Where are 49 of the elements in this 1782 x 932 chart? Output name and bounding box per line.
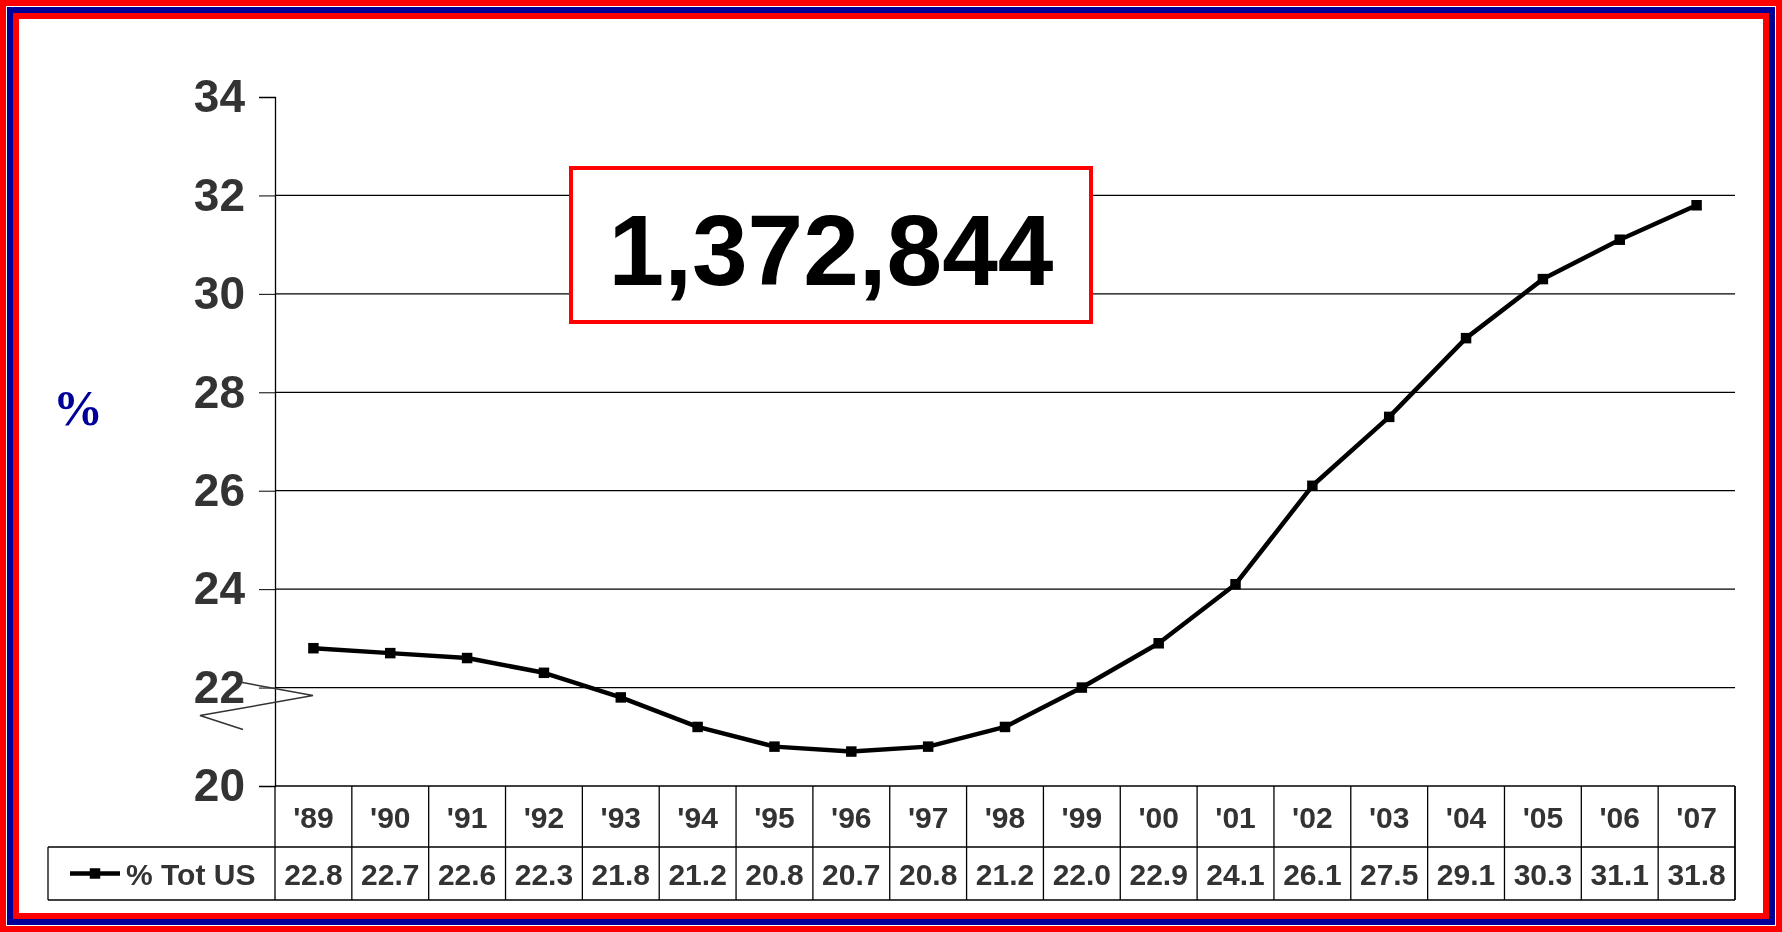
x-tick-label: '06 <box>1599 800 1640 834</box>
data-label: 22.7 <box>361 857 420 891</box>
y-tick-label: 28 <box>193 365 245 418</box>
x-tick-label: '07 <box>1676 800 1717 834</box>
data-label: 20.7 <box>822 857 881 891</box>
data-label: 20.8 <box>898 857 958 891</box>
data-label: 22.6 <box>437 857 497 891</box>
data-label: 21.2 <box>975 857 1035 891</box>
x-tick-label: '03 <box>1368 800 1410 834</box>
y-tick-label: 30 <box>193 267 245 320</box>
data-label: 30.3 <box>1513 857 1573 891</box>
data-label: 22.0 <box>1052 857 1112 891</box>
x-tick-label: '00 <box>1138 800 1179 834</box>
x-tick-label: '89 <box>293 800 334 834</box>
data-label: 29.1 <box>1436 857 1496 891</box>
x-tick-label: '01 <box>1215 800 1256 834</box>
data-label: 27.5 <box>1360 857 1419 891</box>
x-tick-label: '04 <box>1445 800 1487 834</box>
data-label: 22.8 <box>284 857 343 891</box>
y-tick-label: 26 <box>193 463 245 516</box>
x-tick-label: '94 <box>677 800 719 834</box>
x-tick-label: '95 <box>754 800 795 834</box>
x-tick-label: '90 <box>370 800 411 834</box>
x-tick-label: '99 <box>1061 800 1103 834</box>
data-label: 20.8 <box>745 857 804 891</box>
x-tick-label: '91 <box>446 800 488 834</box>
data-label: 24.1 <box>1206 857 1265 891</box>
data-label: 22.9 <box>1129 857 1188 891</box>
data-label: 22.3 <box>514 857 574 891</box>
x-tick-label: '93 <box>600 800 642 834</box>
legend-label: % Tot US <box>126 857 256 891</box>
x-tick-label: '05 <box>1522 800 1564 834</box>
data-label: 26.1 <box>1283 857 1342 891</box>
y-tick-label: 22 <box>193 660 245 713</box>
data-label: 31.1 <box>1590 857 1649 891</box>
y-tick-label: 32 <box>193 168 245 221</box>
x-tick-label: '96 <box>831 800 872 834</box>
y-tick-label: 34 <box>193 70 246 123</box>
data-label: 31.8 <box>1667 857 1726 891</box>
x-tick-label: '98 <box>984 800 1026 834</box>
data-label: 21.8 <box>591 857 650 891</box>
x-tick-label: '02 <box>1292 800 1333 834</box>
y-axis-title: % <box>53 380 103 436</box>
annotation: 1,372,844 <box>608 194 1054 306</box>
x-tick-label: '92 <box>523 800 565 834</box>
data-label: 21.2 <box>668 857 727 891</box>
y-tick-label: 20 <box>193 759 245 812</box>
y-tick-label: 24 <box>193 562 246 615</box>
x-tick-label: '97 <box>907 800 949 834</box>
